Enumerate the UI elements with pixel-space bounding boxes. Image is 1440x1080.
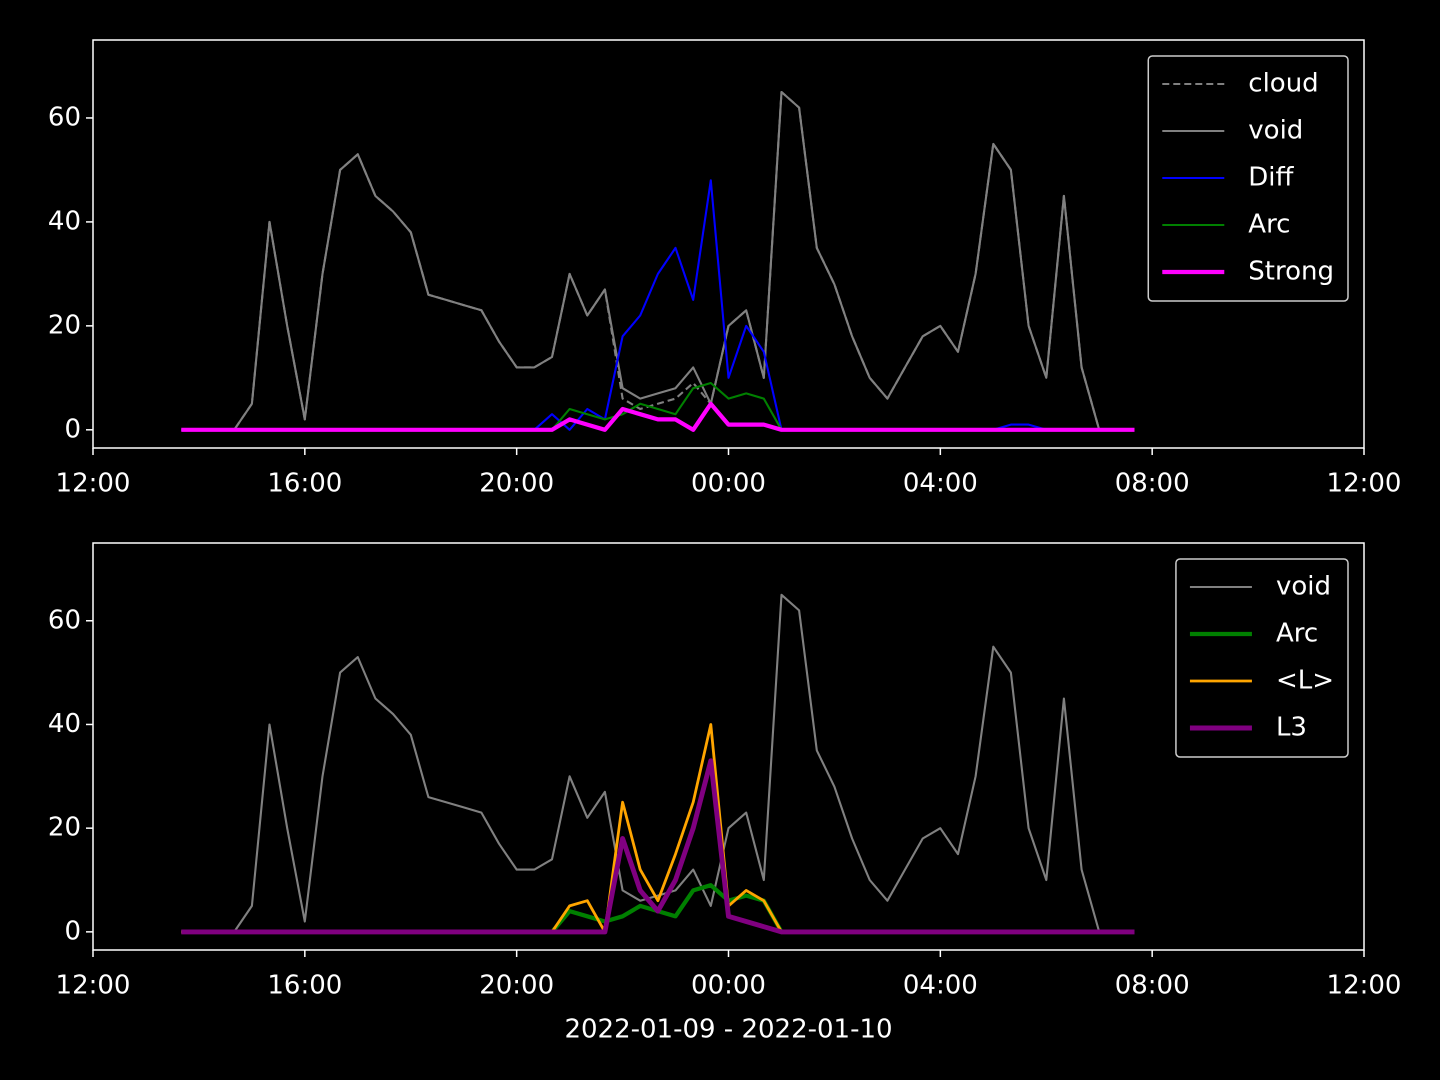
x-tick-label: 12:00 <box>56 971 131 1001</box>
x-tick-label: 12:00 <box>56 469 131 499</box>
x-tick-label: 16:00 <box>267 469 342 499</box>
x-tick-label: 20:00 <box>479 469 554 499</box>
legend-label: Arc <box>1276 619 1318 649</box>
x-tick-label: 12:00 <box>1327 971 1402 1001</box>
x-tick-label: 04:00 <box>903 469 978 499</box>
x-tick-label: 12:00 <box>1327 469 1402 499</box>
y-tick-label: 40 <box>48 709 81 739</box>
legend-label: cloud <box>1248 69 1318 99</box>
y-tick-label: 20 <box>48 813 81 843</box>
y-tick-label: 0 <box>64 414 81 444</box>
x-tick-label: 16:00 <box>267 971 342 1001</box>
axes-frame <box>92 542 1365 951</box>
axes: 12:00 16:00 20:00 00:00 04:00 08:00 12:00 0 20 40… <box>48 39 1402 499</box>
legend: cloud void Diff Arc Strong <box>1147 55 1349 302</box>
legend-frame <box>1175 558 1349 758</box>
x-tick-label: 00:00 <box>691 469 766 499</box>
x-tick-label: 04:00 <box>903 971 978 1001</box>
legend-label: Diff <box>1248 163 1294 193</box>
series-line <box>181 401 1135 432</box>
y-tick-label: 60 <box>48 102 81 132</box>
x-axis-label: 2022-01-09 - 2022-01-10 <box>564 1015 892 1045</box>
legend-label: void <box>1248 116 1303 146</box>
y-tick-label: 20 <box>48 310 81 340</box>
legend-frame <box>1147 55 1349 302</box>
legend: void Arc <L> L3 <box>1175 558 1349 758</box>
x-tick-label: 20:00 <box>479 971 554 1001</box>
y-tick-label: 40 <box>48 206 81 236</box>
x-tick-label: 00:00 <box>691 971 766 1001</box>
x-tick-label: 08:00 <box>1115 971 1190 1001</box>
y-tick-label: 60 <box>48 605 81 635</box>
x-tick-label: 08:00 <box>1115 469 1190 499</box>
series-line <box>181 723 1135 934</box>
series-line <box>181 758 1135 935</box>
series-line <box>181 593 1135 933</box>
axes: 12:00 16:00 20:00 00:00 04:00 08:00 12:00 0 20 40… <box>48 542 1402 1001</box>
y-tick-label: 0 <box>64 916 81 946</box>
series-line <box>181 381 1135 431</box>
series-line <box>181 90 1135 431</box>
legend-label: L3 <box>1276 713 1307 743</box>
legend-label: Arc <box>1248 210 1290 240</box>
legend-label: void <box>1276 572 1331 602</box>
legend-label: Strong <box>1248 257 1334 287</box>
legend-label: <L> <box>1276 666 1334 696</box>
